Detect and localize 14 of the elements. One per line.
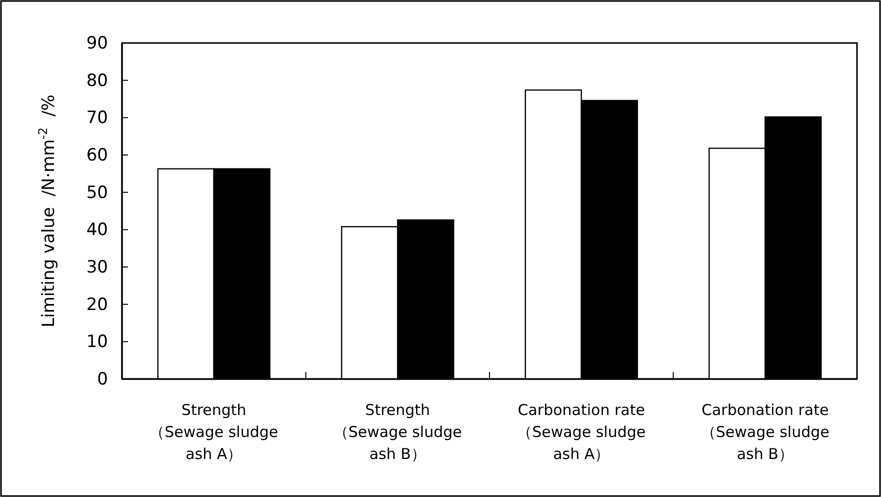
y-tick-label: 30: [86, 257, 108, 278]
x-tick-label: Carbonation rate （Sewage sludge ash B）: [700, 401, 830, 463]
x-tick-label: Strength （Sewage sludge ash B）: [333, 401, 462, 463]
y-tick-label: 80: [86, 70, 108, 91]
y-tick-label: 50: [86, 182, 108, 203]
y-tick-label: 10: [86, 332, 108, 352]
y-tick-label: 70: [86, 108, 108, 128]
y-tick-label: 40: [86, 220, 108, 240]
y-tick-label: 90: [86, 33, 108, 54]
y-tick-label: 0: [97, 369, 108, 390]
x-tick-label: Strength （Sewage sludge ash A）: [150, 401, 278, 463]
y-tick-label: 20: [86, 294, 108, 315]
y-tick-label: 60: [86, 145, 108, 166]
x-tick-label: Carbonation rate （Sewage sludge ash A）: [517, 401, 646, 463]
